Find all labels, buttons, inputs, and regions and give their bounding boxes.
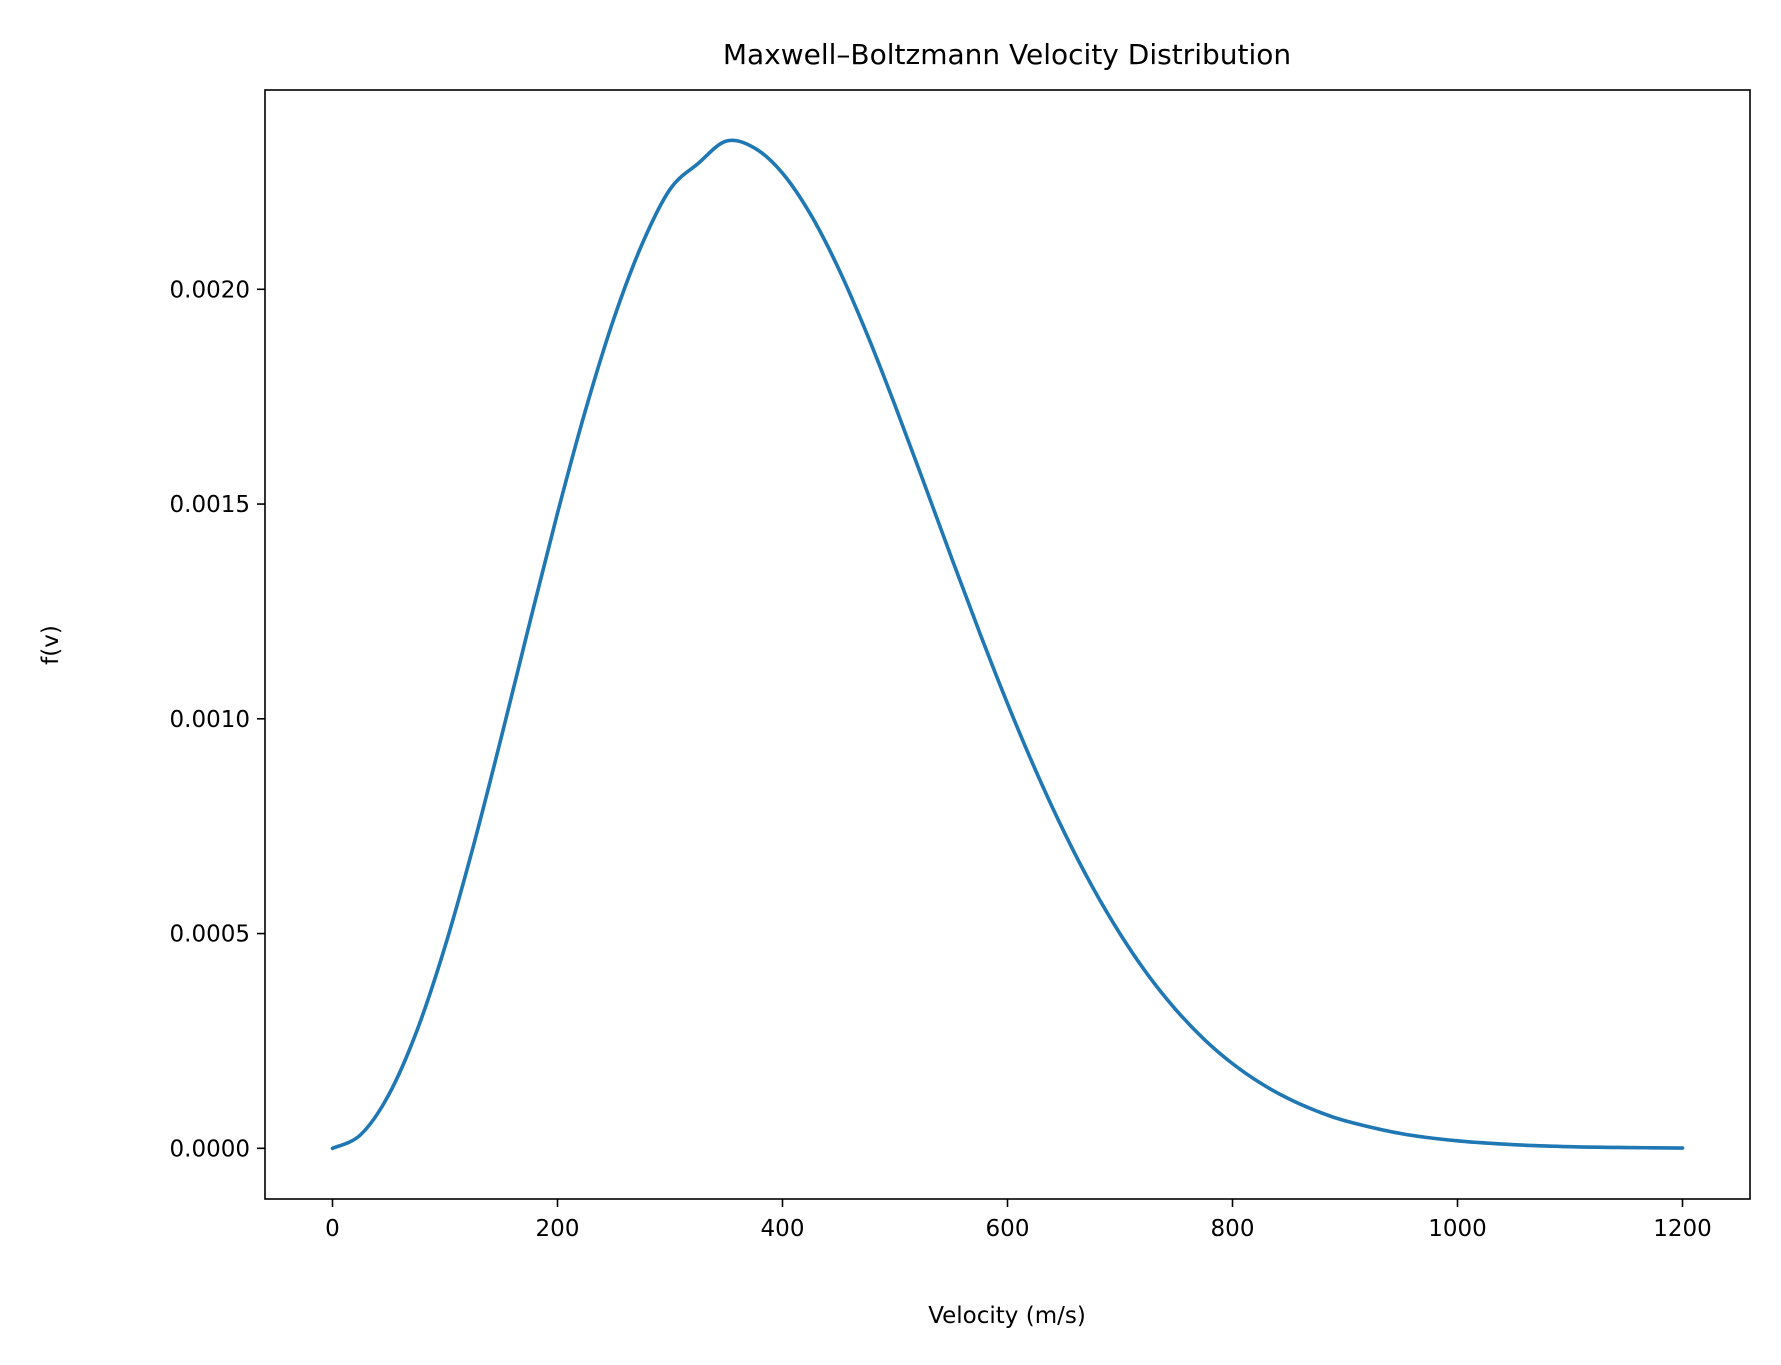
y-tick-label: 0.0015 bbox=[170, 492, 250, 518]
y-tick-label: 0.0000 bbox=[170, 1136, 250, 1162]
x-tick-label: 1200 bbox=[1653, 1216, 1712, 1242]
x-tick-label: 800 bbox=[1211, 1216, 1255, 1242]
y-axis: 0.0000 0.0005 0.0010 0.0015 0.0020 bbox=[170, 277, 265, 1162]
x-axis-label: Velocity (m/s) bbox=[928, 1303, 1086, 1329]
x-axis: 0 200 400 600 800 1000 1200 bbox=[325, 1199, 1712, 1242]
x-tick-label: 600 bbox=[986, 1216, 1030, 1242]
y-axis-label: f(v) bbox=[38, 625, 64, 665]
y-tick-label: 0.0020 bbox=[170, 277, 250, 303]
x-tick-label: 400 bbox=[761, 1216, 805, 1242]
plot-frame bbox=[264, 89, 1751, 1200]
x-tick-label: 200 bbox=[536, 1216, 580, 1242]
x-tick-label: 1000 bbox=[1428, 1216, 1487, 1242]
y-tick-label: 0.0005 bbox=[170, 922, 250, 948]
chart-title: Maxwell–Boltzmann Velocity Distribution bbox=[723, 38, 1291, 71]
series-line bbox=[330, 138, 1685, 1151]
y-tick-label: 0.0010 bbox=[170, 707, 250, 733]
x-tick-label: 0 bbox=[325, 1216, 340, 1242]
